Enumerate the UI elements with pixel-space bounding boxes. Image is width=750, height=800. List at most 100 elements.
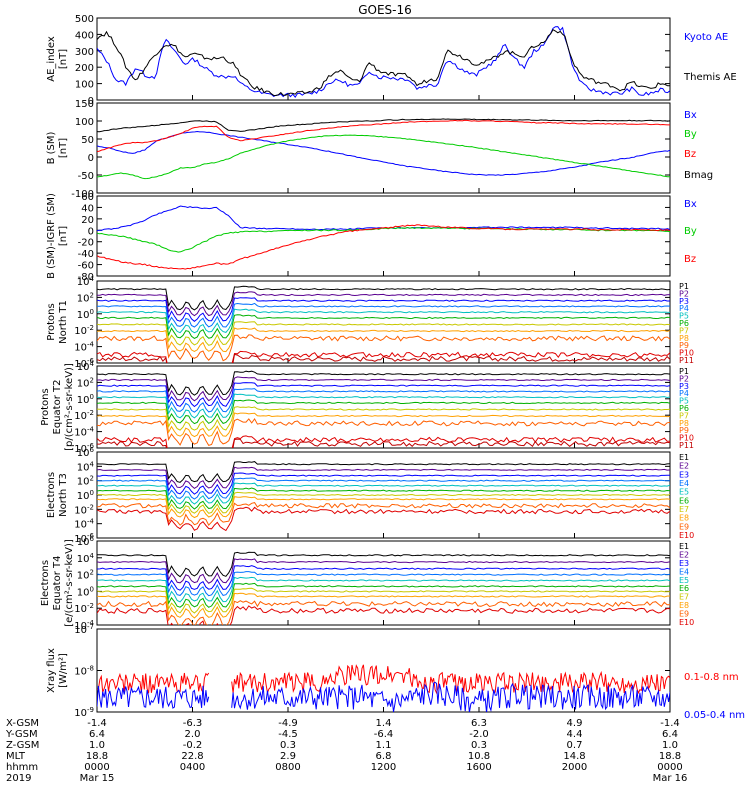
- x-axis-value: -2.0: [469, 729, 489, 740]
- x-axis-value: 1.1: [376, 740, 392, 751]
- y-tick-label: 500: [75, 14, 94, 25]
- panel-frame: [96, 365, 671, 449]
- channel-line-p11: [97, 353, 670, 363]
- channel-line-e1: [97, 461, 670, 483]
- x-axis-value: 6.8: [376, 751, 392, 762]
- channel-label-p8: P8: [679, 334, 689, 343]
- x-axis-value: 6.4: [662, 729, 678, 740]
- channel-label-e5: E5: [679, 488, 689, 497]
- y-tick-label: 100: [77, 308, 94, 321]
- channel-line-e4: [97, 571, 670, 597]
- y-tick-label: -50: [78, 171, 94, 182]
- channel-line-e8: [97, 496, 670, 519]
- channel-label-e7: E7: [679, 593, 689, 602]
- y-tick-label: 100: [77, 393, 94, 406]
- series-line-by: [97, 134, 670, 180]
- y-tick-label: 60: [81, 192, 94, 203]
- legend-label: By: [684, 129, 697, 140]
- channel-label-p5: P5: [679, 312, 689, 321]
- x-axis-value: 18.8: [86, 751, 108, 762]
- y-tick-label: 102: [77, 569, 94, 582]
- channel-label-p8: P8: [679, 419, 689, 428]
- y-axis-label-line: B (SM)-IGRF (SM): [46, 193, 57, 279]
- y-axis-label: Xray flux [W/m²]: [46, 648, 69, 693]
- channel-line-e7: [97, 491, 670, 514]
- y-axis-label-line: North T3: [58, 473, 69, 517]
- y-tick-label: 0: [88, 153, 94, 164]
- channel-label-e7: E7: [679, 505, 689, 514]
- y-tick-label: 10-4: [74, 518, 94, 531]
- channel-label-e10: E10: [679, 618, 694, 627]
- x-axis-value: 2000: [562, 762, 587, 773]
- channel-label-p3: P3: [679, 297, 689, 306]
- x-axis-table: X-GSMY-GSMZ-GSMMLThhmm2019-1.46.41.018.8…: [5, 718, 687, 784]
- y-tick-label: -60: [78, 261, 94, 272]
- channel-label-p10: P10: [679, 349, 694, 358]
- channel-label-e5: E5: [679, 576, 689, 585]
- channel-label-e4: E4: [679, 567, 689, 576]
- series-line-0-05-0-4-nm: [97, 685, 210, 709]
- channel-line-p3: [97, 297, 670, 322]
- x-axis-value: -4.9: [278, 718, 298, 729]
- channel-label-e1: E1: [679, 542, 689, 551]
- legend-label: Themis AE: [683, 72, 737, 83]
- channel-line-e6: [97, 582, 670, 608]
- x-axis-row-label: hhmm: [6, 762, 38, 773]
- y-axis-label-line: Protons: [46, 303, 57, 340]
- series-line-0-05-0-4-nm: [231, 681, 670, 712]
- channel-line-e10: [97, 506, 670, 532]
- channel-line-p4: [97, 388, 670, 413]
- channel-line-p11: [97, 438, 670, 448]
- series-line-0-1-0-8-nm: [231, 664, 670, 695]
- channel-label-p2: P2: [679, 374, 689, 383]
- channel-line-e4: [97, 477, 670, 500]
- channel-label-p4: P4: [679, 304, 689, 313]
- y-axis-label: Electrons Equator T4 [e/(cm²-s-sr-keV)]: [40, 539, 75, 627]
- y-tick-label: 10-4: [74, 426, 94, 439]
- panel-frame: [96, 195, 671, 277]
- x-axis-value: 4.4: [567, 729, 583, 740]
- y-axis-label: Protons Equator T2 [p/(cm²-s-sr-keV)]: [40, 363, 75, 451]
- y-tick-label: -100: [71, 189, 94, 200]
- y-tick-label: -40: [78, 249, 94, 260]
- legend-label: Bz: [684, 149, 696, 160]
- y-tick-label: 100: [77, 585, 94, 598]
- legend-label: 0.05-0.4 nm: [684, 710, 745, 721]
- y-tick-label: 200: [75, 63, 94, 74]
- y-axis-label-line: Equator T4: [52, 556, 63, 611]
- y-tick-label: 104: [77, 275, 95, 288]
- x-axis-value: 1.0: [662, 740, 678, 751]
- y-tick-label: 104: [77, 460, 95, 473]
- legend-label: Bz: [684, 254, 696, 265]
- y-axis-label-line: Protons: [40, 388, 51, 425]
- channel-line-p1: [97, 285, 670, 311]
- channel-line-p2: [97, 376, 670, 402]
- y-tick-label: 10-9: [74, 706, 94, 719]
- x-axis-value: 0.3: [280, 740, 296, 751]
- channel-line-p2: [97, 291, 670, 317]
- x-axis-value: 10.8: [468, 751, 490, 762]
- channel-label-e2: E2: [679, 462, 689, 471]
- channel-label-p11: P11: [679, 441, 694, 450]
- series-line-by: [97, 226, 670, 253]
- channel-label-p4: P4: [679, 389, 689, 398]
- legend-label: By: [684, 226, 697, 237]
- x-axis-value: 22.8: [181, 751, 203, 762]
- y-tick-label: 100: [75, 80, 94, 91]
- channel-line-e5: [97, 576, 670, 603]
- y-axis-label: AE_index [nT]: [46, 36, 69, 82]
- plot-area: [97, 551, 670, 625]
- channel-line-e5: [97, 482, 670, 505]
- channel-line-p5: [97, 393, 670, 419]
- y-tick-label: 104: [77, 552, 95, 565]
- x-axis-value: 4.9: [567, 718, 583, 729]
- y-axis-label-line: Equator T2: [52, 380, 63, 435]
- y-axis-label-line: Electrons: [46, 472, 57, 518]
- y-tick-label: 50: [81, 135, 94, 146]
- y-tick-label: 10-4: [74, 619, 94, 632]
- y-tick-label: 102: [77, 376, 94, 389]
- channel-label-e3: E3: [679, 470, 689, 479]
- channel-label-e6: E6: [679, 496, 689, 505]
- channel-label-e9: E9: [679, 610, 689, 619]
